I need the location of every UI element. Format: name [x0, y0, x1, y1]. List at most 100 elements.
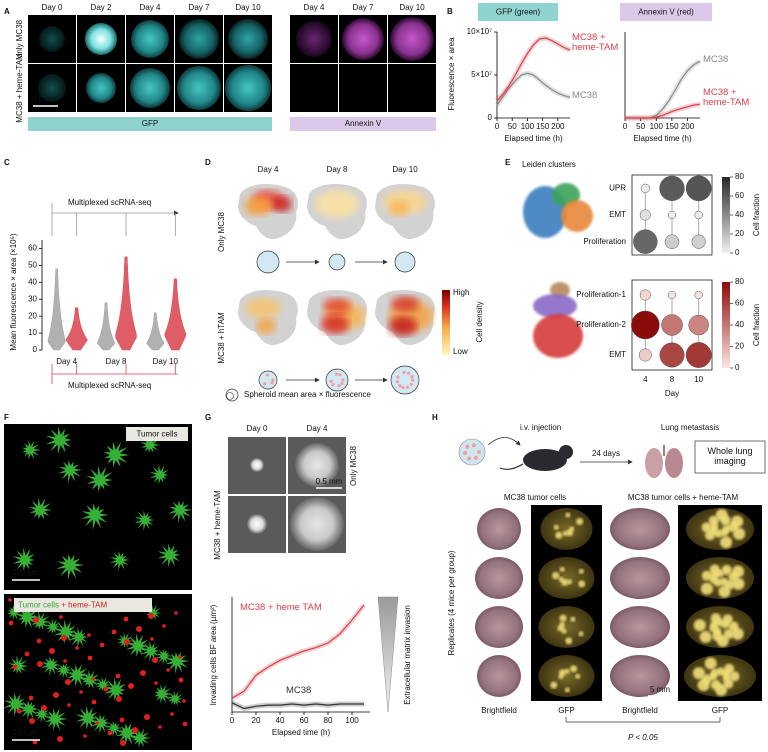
- density: [389, 316, 417, 336]
- lung: [475, 606, 523, 648]
- colorbar-tick-label: 0: [735, 363, 740, 372]
- spheroid-icon: [390, 365, 420, 395]
- metastasis: [715, 569, 724, 578]
- series-line: [496, 37, 571, 102]
- spheroid-dot: [265, 373, 270, 377]
- title-box: [478, 3, 558, 21]
- day-label: Day 4: [258, 165, 279, 174]
- metastasis: [729, 671, 740, 682]
- row-label: EMT: [609, 210, 626, 219]
- heme-tam: [150, 637, 154, 641]
- heme-tam: [83, 734, 87, 738]
- colorbar-title: Cell density: [475, 301, 484, 342]
- cell-cluster: [22, 440, 41, 460]
- gfp-image-spheroid: [86, 73, 116, 103]
- channel-label: GFP: [142, 119, 158, 128]
- x-tick-label: 4: [643, 375, 648, 384]
- gfp-image-spheroid: [85, 23, 117, 55]
- cell-cluster: [28, 497, 52, 520]
- heme-tam: [67, 703, 71, 707]
- spheroid: [290, 497, 344, 551]
- dot: [640, 183, 650, 193]
- metastasis: [720, 528, 729, 537]
- heme-tam: [136, 626, 142, 632]
- heme-tam: [24, 651, 30, 657]
- column-label: Brightfield: [481, 706, 517, 715]
- x-tick-label: 100: [650, 122, 664, 131]
- heme-tam: [119, 717, 125, 723]
- metastasis: [570, 665, 578, 673]
- cell-cluster: [157, 543, 181, 568]
- heme-tam: [61, 635, 67, 641]
- cell-cluster: [165, 651, 190, 674]
- dot: [659, 342, 685, 368]
- step-label: i.v. injection: [520, 423, 561, 432]
- cell-cluster: [155, 648, 172, 665]
- spheroid-dot: [263, 382, 267, 386]
- heme-tam: [182, 721, 188, 727]
- y-tick-label: 20: [28, 311, 37, 320]
- x-axis-label: Elapsed time (h): [504, 134, 563, 143]
- cell-cluster: [90, 713, 111, 734]
- dot: [694, 290, 703, 300]
- heme-tam: [8, 598, 12, 602]
- colorbar-tick-label: 40: [735, 210, 744, 219]
- series-label-box: MC38: [572, 91, 597, 101]
- heme-tam: [87, 633, 91, 637]
- label-part: Tumor cells: [18, 601, 59, 610]
- metastasis: [564, 668, 570, 674]
- spheroid-dot: [395, 380, 400, 384]
- cell-cluster: [125, 633, 148, 657]
- cell-cluster: [149, 464, 169, 485]
- colorbar-tick-label: 20: [735, 342, 744, 351]
- dot: [639, 209, 651, 221]
- lung: [475, 557, 523, 599]
- metastasis: [567, 579, 573, 585]
- heme-tam: [95, 721, 99, 725]
- series-line: [231, 604, 365, 699]
- series-label: MC38: [286, 685, 312, 696]
- heme-tam: [91, 677, 95, 681]
- series-label-box: MC38: [286, 685, 312, 696]
- x-tick-label: 0: [623, 122, 628, 131]
- heme-tam: [57, 736, 63, 742]
- y-axis-label: Replicates (4 mice per group): [447, 550, 456, 655]
- metastasis: [558, 576, 564, 582]
- day-label: Day 7: [189, 3, 210, 12]
- x-axis-label: Day: [665, 389, 679, 398]
- channel-label: Annexin V: [345, 119, 382, 128]
- x-axis-label: Elapsed time (h): [633, 134, 692, 143]
- heme-tam: [41, 705, 47, 711]
- y-tick-label: 5×10⁷: [471, 70, 492, 79]
- cell-cluster: [145, 604, 162, 620]
- day-label: Day 10: [235, 3, 261, 12]
- metastasis: [720, 536, 733, 549]
- metastasis: [565, 512, 571, 518]
- legend-text: Spheroid mean area × fluorescence: [244, 390, 372, 399]
- heme-tam: [59, 615, 63, 619]
- series-line: [231, 702, 364, 710]
- box-label: Whole lung imaging: [707, 446, 753, 466]
- cluster-umap: [533, 314, 583, 358]
- plot-frame: [631, 174, 713, 256]
- series-label-box: MC38 + heme TAM: [240, 603, 322, 613]
- metastasis: [562, 531, 568, 537]
- heme-tam: [170, 712, 174, 716]
- row-label: Only MC38: [349, 445, 358, 486]
- channel-bar: [290, 117, 436, 131]
- spheroid: [247, 514, 267, 534]
- annexin-image: [339, 64, 387, 112]
- metastasis: [693, 619, 706, 632]
- heme-tam: [123, 616, 129, 622]
- y-axis-label: Mean fluorescence × area (×10⁵): [9, 233, 18, 350]
- metastasis: [721, 564, 732, 575]
- day-label: Day 4: [307, 424, 328, 433]
- metastasis: [565, 637, 573, 645]
- spheroid-dot: [271, 378, 275, 382]
- gfp-image-spheroid: [228, 19, 268, 59]
- panel-letter: D: [205, 158, 211, 167]
- density: [256, 318, 276, 334]
- channel-bar: [28, 117, 272, 131]
- step-label: 24 days: [592, 449, 620, 458]
